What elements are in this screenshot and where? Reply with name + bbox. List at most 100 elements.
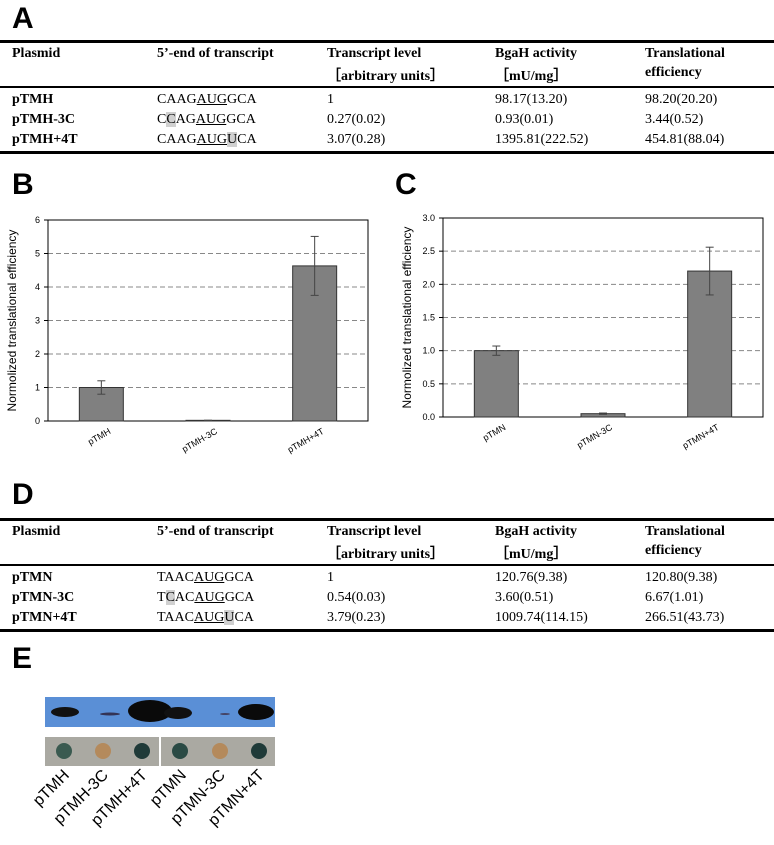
sequence-part: AC — [174, 590, 195, 605]
cell: 3.79(0.23) — [327, 610, 386, 625]
sequence-part: CAAG — [157, 92, 197, 107]
sequence: CAAGAUGGCA — [157, 92, 257, 108]
cell: 120.76(9.38) — [495, 570, 568, 585]
column-header: BgaH activity — [495, 46, 578, 61]
rule — [0, 564, 774, 566]
row-header: pTMN-3C — [12, 590, 75, 605]
x-tick-label: pTMN — [481, 422, 507, 443]
y-tick-label: 3.0 — [422, 213, 435, 223]
y-tick-label: 2.5 — [422, 246, 435, 256]
dot — [172, 743, 188, 759]
column-header: 5’-end of transcript — [157, 46, 274, 61]
row-header: pTMH-3C — [12, 112, 75, 127]
y-tick-label: 2.0 — [422, 279, 435, 289]
y-tick-label: 6 — [35, 215, 40, 225]
rule — [0, 629, 774, 632]
dot — [56, 743, 72, 759]
y-tick-label: 1.5 — [422, 313, 435, 323]
y-tick-label: 4 — [35, 282, 40, 292]
dot — [251, 743, 267, 759]
band — [51, 707, 79, 717]
band — [128, 700, 172, 722]
rule — [0, 151, 774, 154]
bar — [473, 350, 519, 418]
column-header: 5’-end of transcript — [157, 524, 274, 539]
rule — [0, 40, 774, 43]
column-header: ［mU/mg］ — [495, 547, 568, 562]
sequence-part: AUG — [196, 132, 228, 147]
sequence-part: TAAC — [157, 610, 194, 625]
sequence-part: C — [166, 112, 176, 127]
sequence-part: AUG — [196, 92, 228, 107]
sequence-part: C — [165, 590, 175, 605]
band — [164, 707, 192, 719]
sequence: TCACAUGGCA — [157, 590, 254, 606]
y-tick-label: 0.5 — [422, 379, 435, 389]
band — [238, 704, 274, 720]
y-tick-label: 5 — [35, 249, 40, 259]
sequence-part: AUG — [194, 570, 225, 585]
sequence-part: GCA — [224, 570, 254, 585]
panel-label: C — [395, 168, 417, 201]
sequence: CAAGAUGUCA — [157, 132, 257, 148]
y-tick-label: 1.0 — [422, 346, 435, 356]
column-header: Translational — [645, 524, 725, 539]
panel-label: E — [12, 642, 33, 675]
y-tick-label: 3 — [35, 316, 40, 326]
cell: 1 — [327, 570, 334, 585]
panel-label: D — [12, 478, 34, 511]
sequence-part: CA — [234, 610, 254, 625]
sequence: TAACAUGUCA — [157, 610, 254, 626]
y-tick-label: 0.0 — [422, 412, 435, 422]
cell: 3.07(0.28) — [327, 132, 386, 147]
cell: 3.60(0.51) — [495, 590, 554, 605]
sequence: TAACAUGGCA — [157, 570, 254, 586]
cell: 454.81(88.04) — [645, 132, 725, 147]
column-header: BgaH activity — [495, 524, 578, 539]
cell: 120.80(9.38) — [645, 570, 718, 585]
cell: 266.51(43.73) — [645, 610, 725, 625]
cell: 1009.74(114.15) — [495, 610, 588, 625]
rule — [0, 86, 774, 88]
y-tick-label: 2 — [35, 349, 40, 359]
panel-label: B — [12, 168, 34, 201]
cell: 98.17(13.20) — [495, 92, 568, 107]
row-header: pTMH+4T — [12, 132, 78, 147]
sequence-part: C — [157, 112, 167, 127]
sequence-part: U — [224, 610, 235, 625]
column-header: efficiency — [645, 65, 702, 80]
column-header: Translational — [645, 46, 725, 61]
sequence: CCAGAUGGCA — [157, 112, 256, 128]
band — [220, 713, 230, 715]
sequence-part: GCA — [226, 112, 256, 127]
x-tick-label: pTMN-3C — [575, 422, 614, 450]
sequence-part: GCA — [227, 92, 257, 107]
band — [100, 712, 120, 716]
sequence-part: TAAC — [157, 570, 194, 585]
cell: 1395.81(222.52) — [495, 132, 589, 147]
rule — [0, 518, 774, 521]
column-header: ［mU/mg］ — [495, 69, 568, 84]
y-axis-label: Normolized translational efficiency — [5, 230, 19, 412]
cell: 6.67(1.01) — [645, 590, 704, 605]
sequence-part: AG — [175, 112, 196, 127]
column-header: ［arbitrary units］ — [327, 69, 445, 84]
sequence-part: GCA — [224, 590, 255, 605]
cell: 3.44(0.52) — [645, 112, 704, 127]
y-axis-label: Normolized translational efficiency — [400, 227, 414, 409]
row-header: pTMN+4T — [12, 610, 77, 625]
row-header: pTMH — [12, 92, 54, 107]
cell: 98.20(20.20) — [645, 92, 718, 107]
dot — [134, 743, 150, 759]
column-header: Plasmid — [12, 524, 61, 539]
sequence-part: CAAG — [157, 132, 197, 147]
x-tick-label: pTMN+4T — [681, 422, 721, 451]
dot — [95, 743, 111, 759]
x-tick-label: pTMH — [86, 426, 112, 447]
column-header: efficiency — [645, 543, 702, 558]
dot — [212, 743, 228, 759]
row-header: pTMN — [12, 570, 53, 585]
sequence-part: T — [157, 590, 166, 605]
